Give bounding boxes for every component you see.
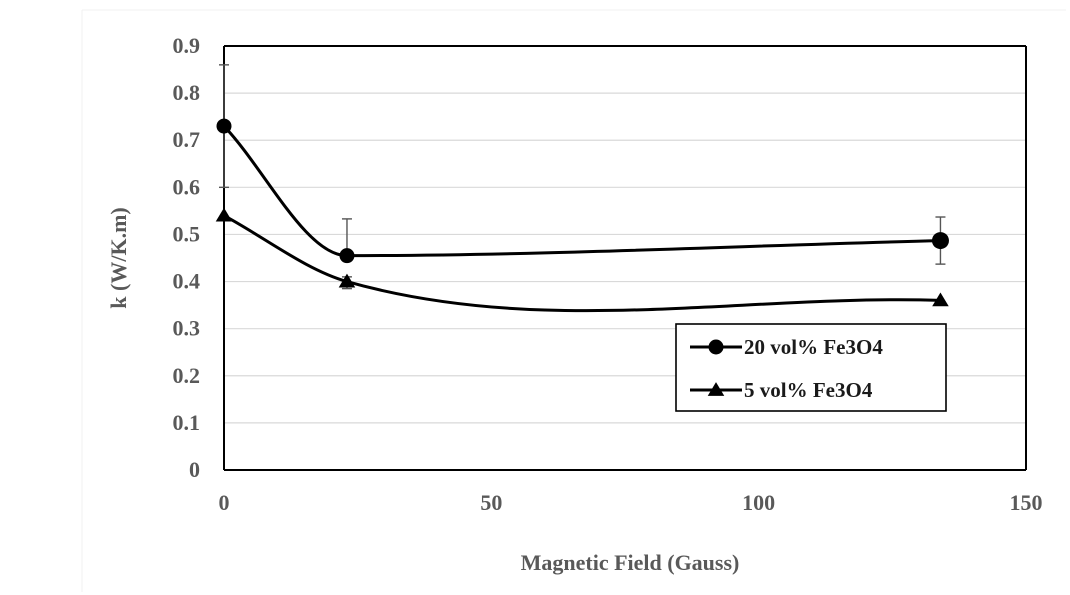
- y-tick-label: 0: [189, 457, 200, 482]
- y-tick-label: 0.2: [173, 363, 201, 388]
- series-line-1: [222, 125, 941, 258]
- legend-marker-1: [708, 339, 724, 355]
- x-tick-labels: 0 50 100 150: [219, 490, 1043, 515]
- data-point-series-2: [338, 273, 356, 288]
- legend-entry-2: 5 vol% Fe3O4: [744, 378, 873, 402]
- y-tick-label: 0.1: [173, 410, 201, 435]
- x-tick-label: 100: [742, 490, 775, 515]
- y-axis-title: k (W/K.m): [106, 207, 131, 308]
- x-tick-label: 150: [1010, 490, 1043, 515]
- y-tick-label: 0.8: [173, 80, 201, 105]
- grid-lines: [224, 92, 1026, 424]
- y-tick-label: 0.9: [173, 33, 201, 58]
- legend-box: [675, 323, 947, 412]
- data-point-series-1: [339, 248, 355, 264]
- data-point-series-1: [931, 232, 949, 250]
- series-line-2: [223, 214, 941, 313]
- y-tick-labels: 0 0.1 0.2 0.3 0.4 0.5 0.6 0.7 0.8 0.9: [173, 33, 201, 482]
- y-tick-label: 0.3: [173, 316, 201, 341]
- data-point-series-2: [932, 292, 949, 307]
- y-tick-label: 0.4: [173, 269, 201, 294]
- series-group: [215, 64, 949, 313]
- x-axis-title: Magnetic Field (Gauss): [521, 550, 740, 575]
- y-tick-label: 0.7: [173, 127, 201, 152]
- x-tick-label: 0: [219, 490, 230, 515]
- y-tick-label: 0.5: [173, 221, 201, 246]
- y-tick-label: 0.6: [173, 174, 201, 199]
- data-point-series-2: [215, 207, 233, 222]
- legend-marker-2: [707, 382, 725, 396]
- data-point-series-1: [216, 118, 232, 134]
- legend: 20 vol% Fe3O4 5 vol% Fe3O4: [675, 323, 947, 412]
- legend-entry-1: 20 vol% Fe3O4: [744, 335, 883, 359]
- x-tick-label: 50: [480, 490, 502, 515]
